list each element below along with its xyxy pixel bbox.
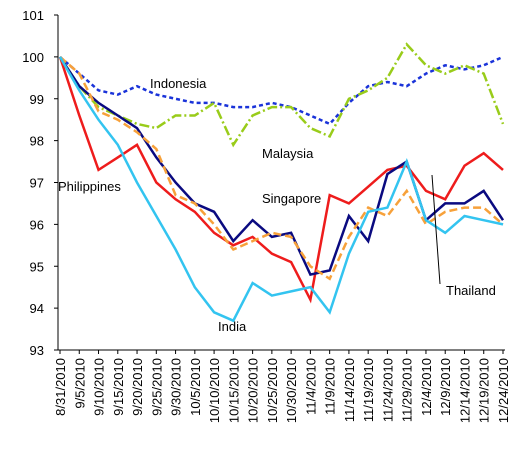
- series-line: [58, 56, 504, 323]
- x-tick-label: 10/25/2010: [265, 358, 280, 423]
- x-tick-label: 12/4/2010: [419, 358, 434, 416]
- x-tick-label: 9/5/2010: [72, 358, 87, 409]
- x-tick-label: 11/9/2010: [323, 358, 338, 415]
- x-tick-label: 11/14/2010: [342, 358, 357, 422]
- x-tick-label: 12/19/2010: [477, 358, 492, 423]
- y-tick-label: 95: [30, 259, 44, 274]
- series-label: Thailand: [446, 283, 496, 298]
- y-tick-label: 99: [30, 92, 44, 107]
- x-tick-label: 12/14/2010: [457, 358, 472, 423]
- series-label: Philippines: [58, 179, 121, 194]
- x-tick-label: 9/15/2010: [111, 358, 126, 416]
- y-tick-label: 98: [30, 134, 44, 149]
- series-label: India: [218, 319, 247, 334]
- x-tick-label: 10/30/2010: [284, 358, 299, 423]
- x-tick-label: 11/4/2010: [303, 358, 318, 415]
- x-tick-label: 10/10/2010: [207, 358, 222, 423]
- x-tick-label: 11/19/2010: [361, 358, 376, 422]
- series-line: [58, 42, 505, 148]
- x-tick-label: 12/9/2010: [438, 358, 453, 416]
- series-label: Singapore: [262, 191, 321, 206]
- series-line: [58, 56, 505, 277]
- x-tick-label: 10/5/2010: [188, 358, 203, 416]
- x-tick-label: 10/20/2010: [246, 358, 261, 423]
- x-tick-label: 9/20/2010: [130, 358, 145, 416]
- y-tick-label: 96: [30, 217, 44, 232]
- x-tick-label: 9/30/2010: [169, 358, 184, 416]
- y-tick-label: 97: [30, 176, 44, 191]
- label-leader: [431, 174, 441, 285]
- x-tick-label: 9/10/2010: [92, 358, 107, 416]
- series-line: [59, 55, 504, 126]
- x-tick-label: 10/15/2010: [226, 358, 241, 423]
- y-tick-label: 94: [30, 301, 44, 316]
- x-tick-label: 8/31/2010: [53, 358, 68, 416]
- series-label: Malaysia: [262, 146, 314, 161]
- y-tick-label: 101: [22, 8, 44, 23]
- series-line: [58, 56, 504, 304]
- series-label: Indonesia: [150, 76, 207, 91]
- y-tick-label: 93: [30, 343, 44, 358]
- y-tick-label: 100: [22, 50, 44, 65]
- x-tick-label: 11/29/2010: [400, 358, 415, 422]
- x-tick-label: 12/24/2010: [496, 358, 511, 423]
- x-tick-label: 9/25/2010: [149, 358, 164, 416]
- x-tick-label: 11/24/2010: [380, 358, 395, 422]
